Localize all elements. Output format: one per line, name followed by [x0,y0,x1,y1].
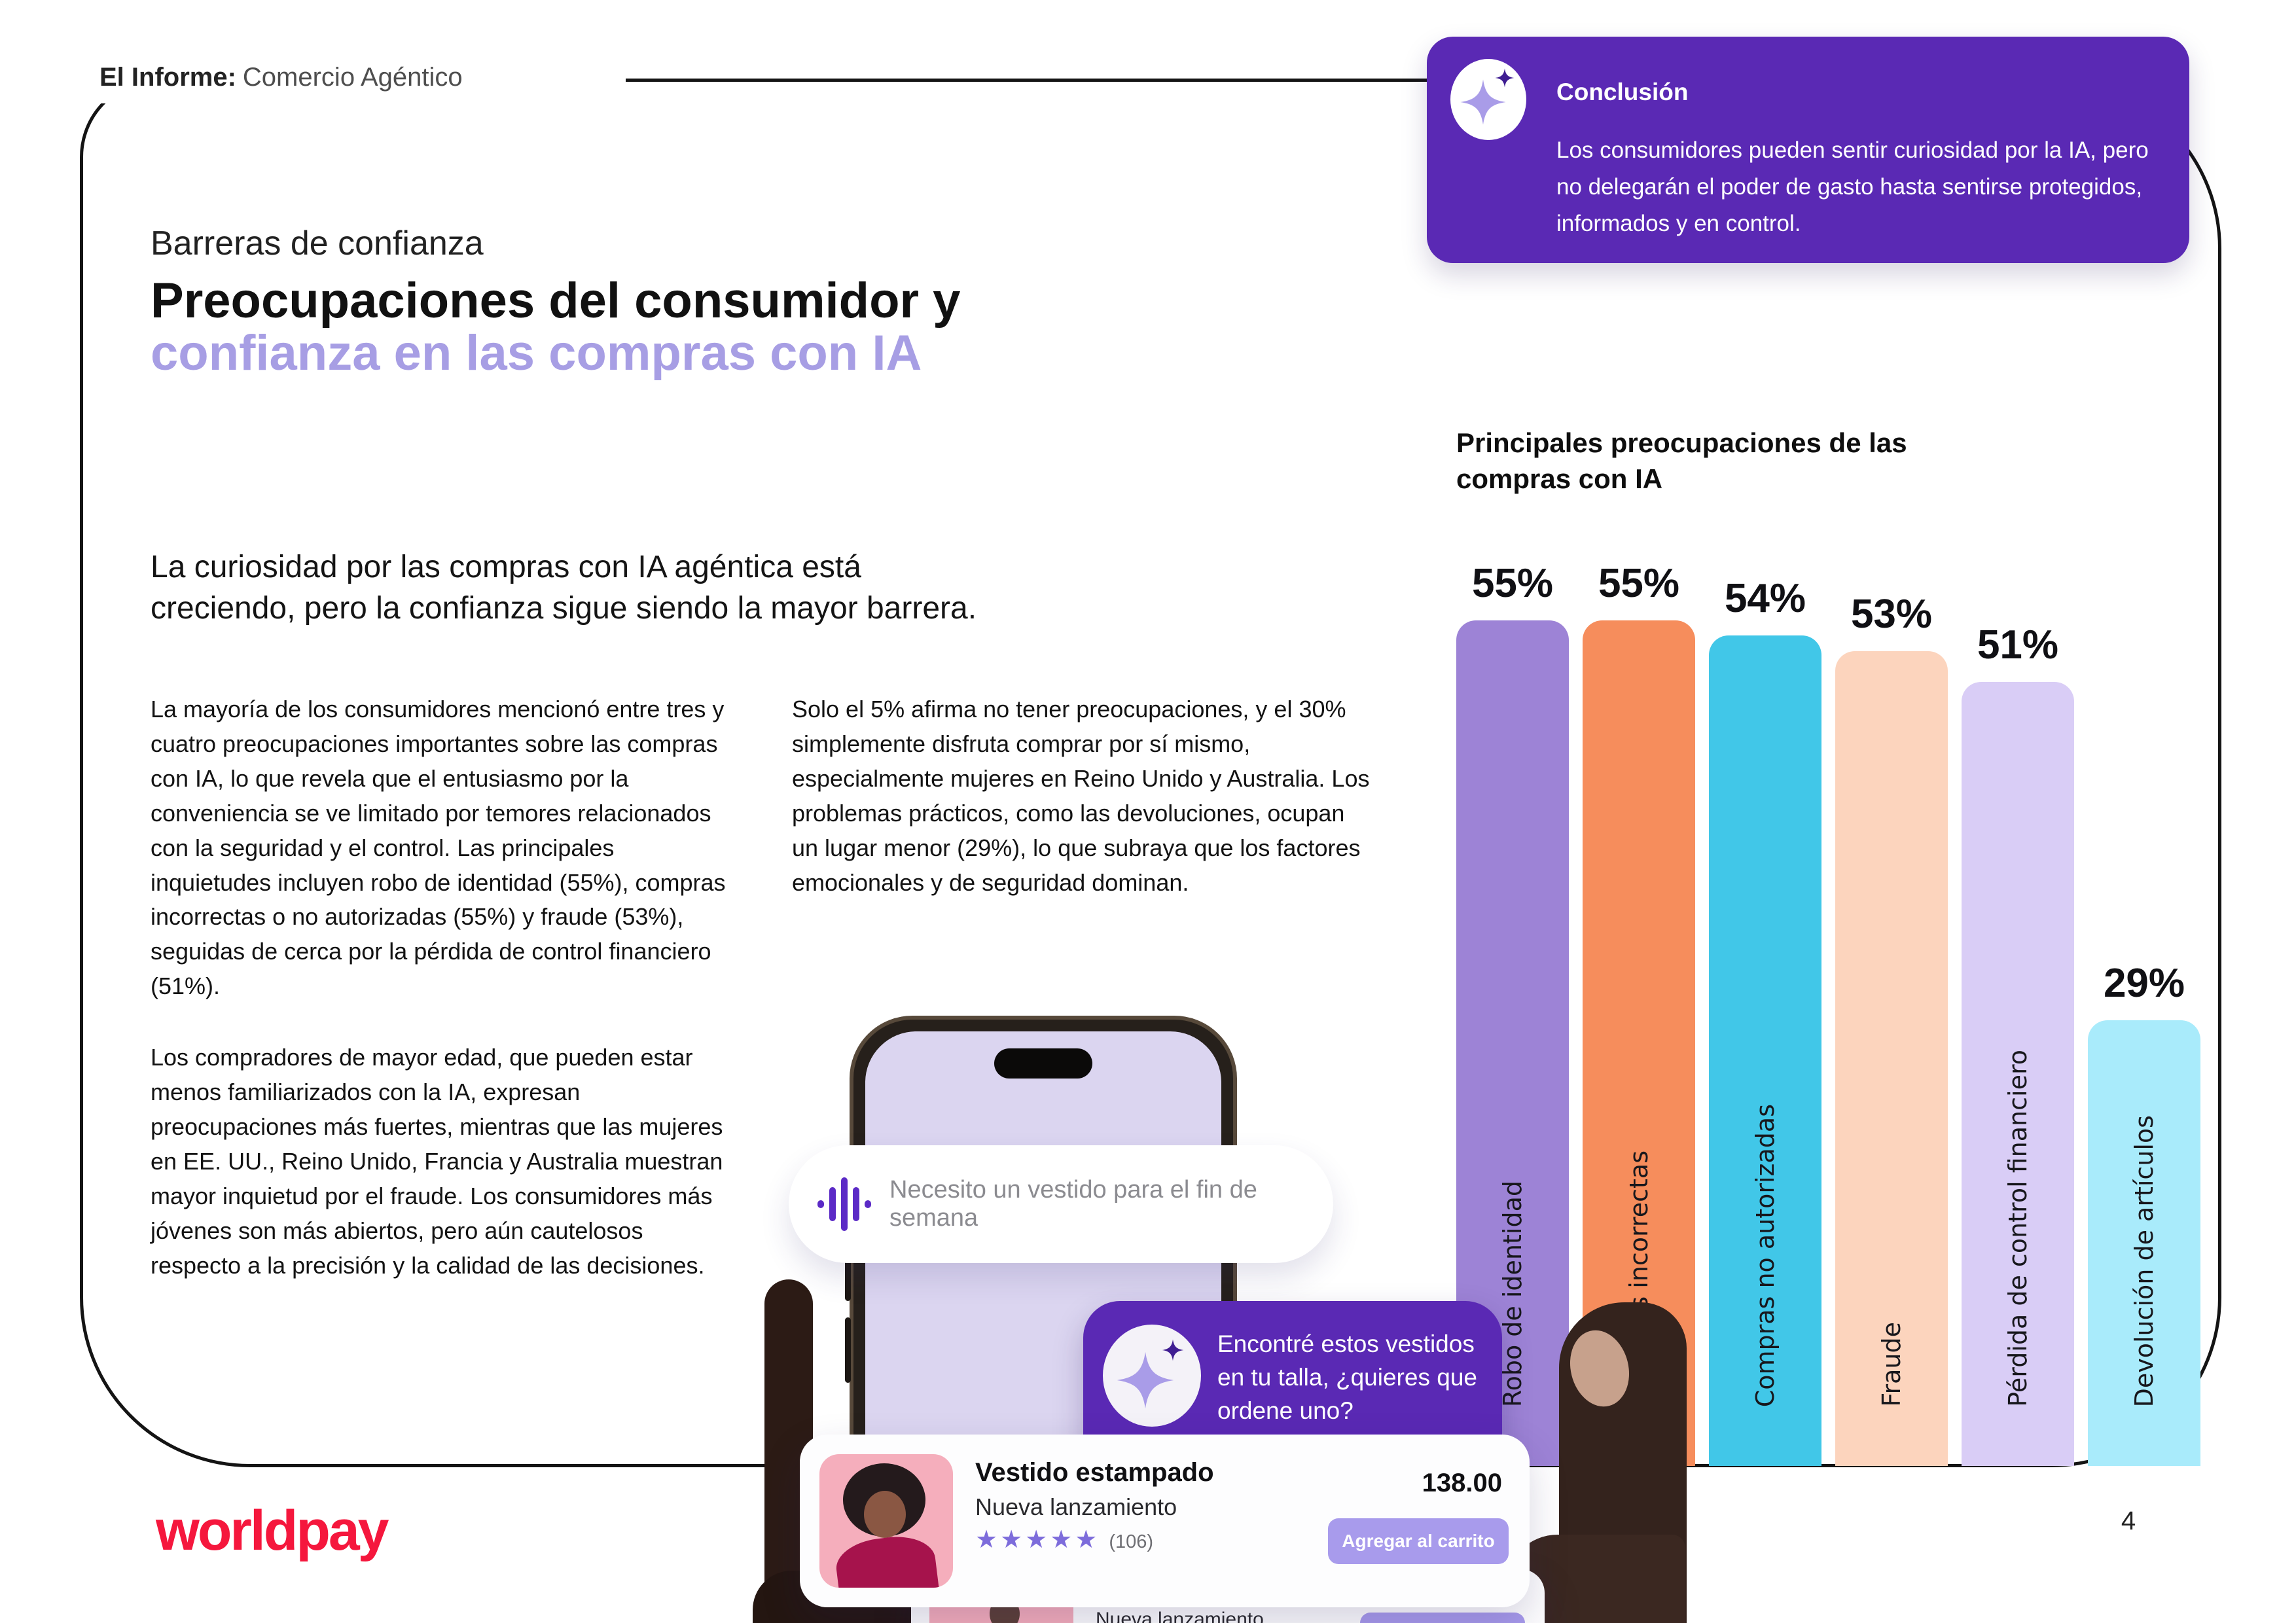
paragraph: Los compradores de mayor edad, que puede… [151,1044,723,1279]
star-icons: ★★★★★ [975,1526,1100,1554]
bar-category-label: Fraude [1877,1322,1906,1407]
product-image [819,1454,953,1588]
sparkle-badge [1103,1325,1201,1427]
bar-value-label: 29% [2103,961,2185,1006]
voice-search-input[interactable]: Necesito un vestido para el fin de seman… [789,1145,1333,1263]
page-title-line1: Preocupaciones del consumidor y [151,273,961,329]
bar-value-label: 51% [1977,622,2059,668]
bar-value-label: 53% [1850,592,1933,637]
sparkle-badge [1450,59,1526,140]
conclusion-body: Los consumidores pueden sentir curiosida… [1556,137,2149,236]
bar-category-label: Pérdida de control financiero [2003,1050,2032,1407]
worldpay-logo: worldpay [156,1499,389,1562]
conclusion-title: Conclusión [1556,79,1689,105]
voice-search-text: Necesito un vestido para el fin de seman… [889,1176,1257,1232]
report-title-rest: Comercio Agéntico [242,63,463,92]
page-title-line2: confianza en las compras con IA [151,325,922,381]
chart-bar: Compras no autorizadas [1709,635,1821,1466]
sparkle-icon [1117,1351,1174,1409]
sparkle-icon [1460,79,1506,125]
add-to-cart-button[interactable]: Agregar al carrito [1360,1613,1525,1623]
intro-line1: La curiosidad por las compras con IA agé… [151,550,861,584]
report-header: El Informe: Comercio Agéntico [99,63,463,92]
assistant-message-text: Encontré estos vestidos en tu talla, ¿qu… [1217,1330,1477,1425]
header-background-mask [84,55,626,103]
product-price: 138.00 [1422,1469,1502,1497]
paragraph: Solo el 5% afirma no tener preocupacione… [792,696,1370,896]
product-rating: ★★★★★ (106) [975,1525,1153,1554]
phone-side-button [845,1317,851,1383]
page-title: Preocupaciones del consumidor y confianz… [151,275,960,380]
page-number: 4 [2121,1507,2136,1535]
intro-line2: creciendo, pero la confianza sigue siend… [151,591,977,626]
product-card: Vestido estampado Nueva lanzamiento ★★★★… [800,1435,1530,1607]
chart-bar: Fraude [1835,651,1948,1466]
chart-title: Principales preocupaciones de las compra… [1456,427,1907,494]
bar-value-label: 55% [1598,561,1680,606]
chart-bar: Pérdida de control financiero [1962,682,2074,1466]
bar-category-label: Devolución de artículos [2130,1115,2159,1407]
sparkle-small-icon [1162,1339,1184,1361]
add-to-cart-button[interactable]: Agregar al carrito [1328,1518,1509,1564]
product-tag: Nueva lanzamiento [1096,1609,1264,1623]
review-count: (106) [1109,1531,1154,1552]
bar-category-label: Compras no autorizadas [1751,1103,1780,1407]
bar-value-label: 54% [1724,576,1806,621]
body-column-right: Solo el 5% afirma no tener preocupacione… [792,692,1371,936]
conclusion-card: Conclusión Los consumidores pueden senti… [1427,37,2189,263]
paragraph: La mayoría de los consumidores mencionó … [151,696,726,1000]
body-column-left: La mayoría de los consumidores mencionó … [151,692,730,1320]
intro-statement: La curiosidad por las compras con IA agé… [151,546,977,630]
bar-value-label: 55% [1471,561,1554,606]
voice-waveform-icon [817,1177,871,1231]
product-name: Vestido estampado [975,1458,1214,1487]
phone-dynamic-island [994,1048,1092,1079]
thumb-nail [1562,1324,1637,1413]
report-title-bold: El Informe: [99,63,236,92]
section-eyebrow: Barreras de confianza [151,224,484,262]
phone-side-button [845,1236,851,1301]
chart-bar: Devolución de artículos [2088,1020,2200,1466]
sparkle-small-icon [1495,68,1515,88]
bar-category-label: Robo de identidad [1498,1180,1527,1407]
product-tag: Nueva lanzamiento [975,1493,1177,1520]
